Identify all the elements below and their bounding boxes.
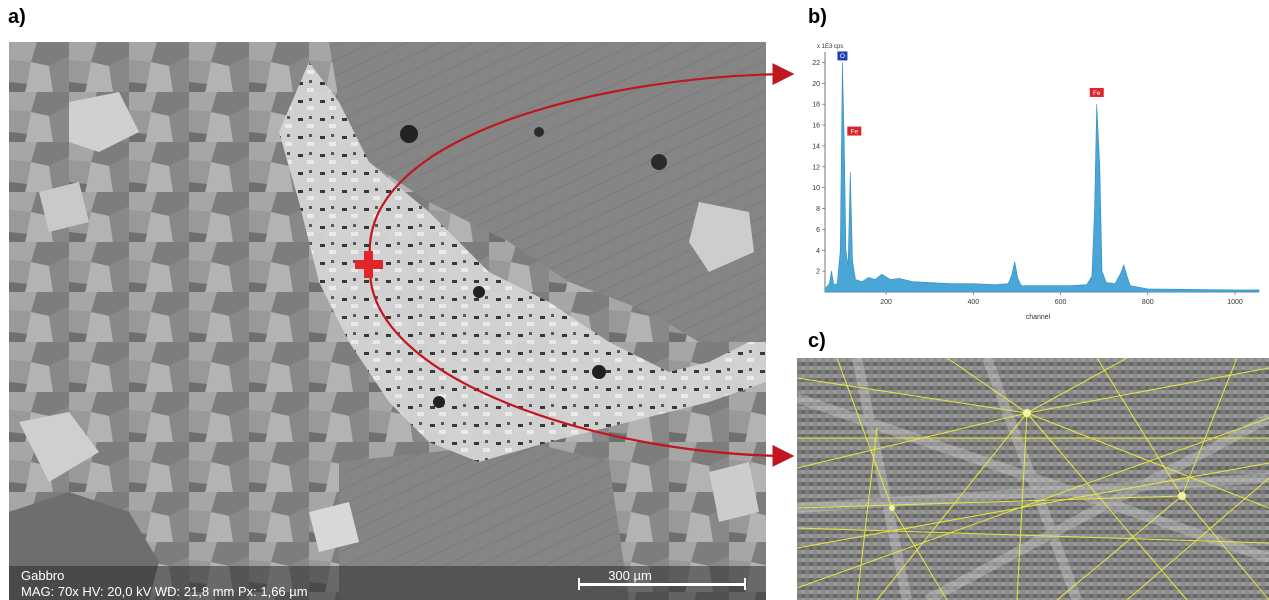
peak-label-text: Fe [851, 128, 859, 135]
x-tick-label: 600 [1055, 299, 1067, 306]
peak-label-box [847, 126, 862, 136]
kikuchi-zone-axis [1023, 409, 1031, 417]
kikuchi-zone-axis [1178, 492, 1186, 500]
x-axis-label: channel [1026, 314, 1051, 321]
peak-label-text: O [840, 53, 845, 60]
y-tick-label: 18 [812, 102, 820, 109]
x-tick-label: 200 [880, 299, 892, 306]
scalebar-label: 300 µm [608, 568, 652, 583]
y-tick-label: 6 [816, 227, 820, 234]
y-tick-label: 2 [816, 269, 820, 276]
y-tick-label: 4 [816, 248, 820, 255]
x-tick-label: 1000 [1227, 299, 1243, 306]
y-tick-label: 22 [812, 60, 820, 67]
scalebar-line [578, 583, 746, 586]
y-tick-label: 10 [812, 185, 820, 192]
peak-label: O [837, 51, 848, 61]
eds-spectrum-chart: x 1E3 cps 2 4 6 8 10 12 14 16 18 20 22 200 400 600 800… [797, 36, 1269, 322]
scalebar-tick-left [578, 578, 580, 590]
panel-label-b: b) [808, 6, 827, 28]
sem-sample-label: Gabbro [21, 568, 64, 583]
x-tick-label: 800 [1142, 299, 1154, 306]
peak-label: Fe [1089, 87, 1104, 97]
peak-label-box [1089, 87, 1104, 97]
y-tick-label: 8 [816, 206, 820, 213]
ebsd-kikuchi-pattern [797, 358, 1269, 600]
spectrum-series [824, 62, 1260, 293]
x-tick-label: 400 [967, 299, 979, 306]
peak-label: Fe [847, 126, 862, 136]
kikuchi-zone-axis [889, 505, 895, 511]
y-unit-label: x 1E3 cps [817, 44, 843, 50]
peak-label-box [837, 51, 848, 61]
sem-info-line: MAG: 70x HV: 20,0 kV WD: 21,8 mm Px: 1,6… [21, 584, 308, 599]
y-tick-label: 14 [812, 143, 820, 150]
panel-label-c: c) [808, 330, 826, 352]
y-tick-label: 16 [812, 123, 820, 130]
kikuchi-line-overlay [797, 358, 1269, 600]
panel-label-a: a) [8, 6, 26, 28]
sem-micrograph: Gabbro MAG: 70x HV: 20,0 kV WD: 21,8 mm … [9, 42, 766, 600]
y-tick-label: 20 [812, 81, 820, 88]
y-tick-label: 12 [812, 164, 820, 171]
peak-label-text: Fe [1093, 90, 1101, 97]
scalebar-tick-right [744, 578, 746, 590]
